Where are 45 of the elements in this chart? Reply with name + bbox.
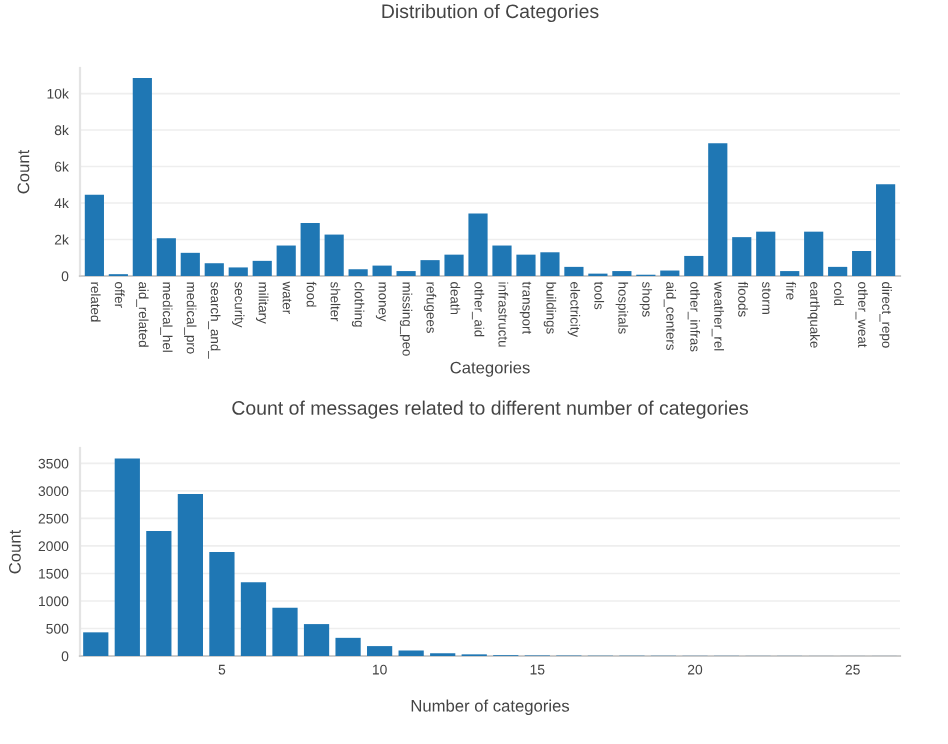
x-axis-title: Categories	[450, 361, 530, 377]
x-axis-title: Number of categories	[411, 699, 570, 716]
y-axis-title: Count	[9, 529, 21, 574]
bar	[372, 265, 392, 276]
bar	[272, 607, 298, 656]
bar	[252, 260, 272, 276]
bar	[177, 493, 203, 656]
bar	[324, 234, 344, 276]
bar	[114, 458, 140, 656]
y-axis-title: Count	[17, 149, 30, 194]
bar	[852, 251, 872, 276]
bar	[209, 552, 235, 656]
bar	[300, 223, 320, 276]
bar	[708, 143, 728, 276]
bar	[276, 245, 296, 276]
bar	[204, 263, 224, 276]
bar	[492, 245, 512, 276]
bar	[684, 255, 704, 276]
bar	[564, 266, 584, 276]
bar	[828, 266, 848, 276]
bar	[156, 238, 176, 276]
bar	[180, 252, 200, 276]
bar	[84, 194, 104, 276]
bar	[303, 624, 330, 656]
bar	[348, 269, 368, 276]
bar	[804, 231, 824, 276]
bar	[876, 184, 896, 276]
bar	[516, 254, 536, 276]
bar	[398, 650, 424, 656]
bar	[83, 632, 109, 656]
bar	[146, 531, 172, 656]
chart-title: Count of messages related to different number of categories	[232, 400, 749, 419]
bar	[367, 646, 393, 656]
bar	[420, 260, 440, 276]
bar	[240, 582, 267, 656]
bar	[132, 78, 152, 276]
bar	[228, 267, 248, 276]
bar	[444, 254, 464, 276]
bar	[468, 213, 488, 276]
bar	[335, 637, 361, 656]
chart-title: Distribution of Categories	[382, 3, 599, 23]
bar	[756, 231, 776, 276]
bar	[540, 252, 560, 276]
bar	[660, 270, 680, 276]
bar	[732, 237, 752, 276]
